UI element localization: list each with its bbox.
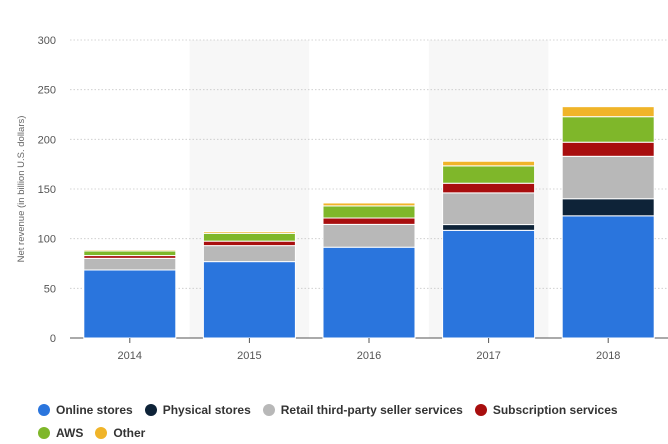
x-tick-label: 2017 (476, 350, 500, 362)
bar-segment-retail-third-party-seller-services-2017[interactable] (442, 192, 536, 226)
legend-dot-icon (95, 426, 108, 439)
x-tick-label: 2014 (118, 350, 142, 362)
x-tick-label: 2016 (357, 350, 381, 362)
legend-item-subscription-services[interactable]: Subscription services (474, 402, 618, 417)
bar-segment-retail-third-party-seller-services-2018[interactable] (561, 155, 655, 200)
legend-item-physical-stores[interactable]: Physical stores (144, 402, 251, 417)
bar-segment-retail-third-party-seller-services-2015[interactable] (202, 245, 296, 263)
legend-dot-icon (262, 403, 275, 416)
x-tick-label: 2015 (237, 350, 261, 362)
bar-segment-subscription-services-2017[interactable] (442, 182, 536, 194)
legend-label: Subscription services (492, 402, 618, 417)
bar-segment-other-2018[interactable] (561, 106, 655, 118)
x-axis-ticks: 2014 2015 2016 2017 2018 (118, 338, 620, 362)
bar-segment-aws-2016[interactable] (322, 205, 416, 219)
y-tick-label: 100 (38, 234, 56, 246)
bar-segment-online-stores-2017[interactable] (442, 229, 536, 339)
legend-label: Retail third-party seller services (280, 402, 463, 417)
bar-segment-retail-third-party-seller-services-2016[interactable] (322, 223, 416, 248)
bar-segment-aws-2014[interactable] (83, 250, 177, 257)
legend-item-online-stores[interactable]: Online stores (38, 403, 133, 417)
legend-dot-icon (38, 403, 50, 416)
bar-segment-physical-stores-2017[interactable] (442, 224, 536, 231)
y-tick-label: 250 (38, 85, 56, 97)
legend-row: AWS Other (38, 421, 668, 444)
x-tick-label: 2018 (596, 350, 620, 362)
y-axis-label: Net revenue (in billion U.S. dollars) (16, 116, 27, 263)
y-tick-label: 150 (38, 184, 56, 196)
bar-segment-aws-2015[interactable] (202, 232, 296, 242)
y-axis-ticks: 0 50 100 150 200 250 300 (38, 35, 56, 345)
bar-segment-retail-third-party-seller-services-2014[interactable] (83, 257, 177, 271)
legend-dot-icon (144, 403, 157, 416)
y-tick-label: 300 (38, 35, 56, 47)
bar-segment-online-stores-2015[interactable] (202, 261, 296, 339)
legend-item-retail-third-party-seller-services[interactable]: Retail third-party seller services (262, 402, 463, 417)
bar-segment-online-stores-2018[interactable] (561, 215, 655, 339)
bar-segment-other-2017[interactable] (442, 160, 536, 167)
legend-item-other[interactable]: Other (95, 426, 145, 440)
legend-item-aws[interactable]: AWS (38, 426, 83, 440)
bars (83, 106, 655, 339)
bar-segment-aws-2018[interactable] (561, 116, 655, 143)
legend-label: Other (113, 425, 146, 440)
bar-segment-online-stores-2016[interactable] (322, 246, 416, 339)
bar-segment-physical-stores-2018[interactable] (561, 198, 655, 217)
y-tick-label: 0 (50, 333, 56, 345)
bar-segment-subscription-services-2018[interactable] (561, 141, 655, 157)
legend-dot-icon (38, 426, 50, 439)
legend: Online stores Physical stores Retail third… (38, 398, 668, 444)
bar-segment-other-2016[interactable] (322, 202, 416, 207)
legend-label: AWS (56, 425, 84, 440)
y-tick-label: 200 (38, 134, 56, 146)
legend-dot-icon (474, 403, 487, 416)
bar-segment-aws-2017[interactable] (442, 165, 536, 184)
legend-label: Online stores (56, 402, 133, 417)
bar-segment-other-2014[interactable] (83, 249, 177, 252)
bar-segment-other-2015[interactable] (202, 231, 296, 234)
bar-segment-subscription-services-2015[interactable] (202, 240, 296, 247)
bar-segment-subscription-services-2016[interactable] (322, 217, 416, 225)
bar-segment-online-stores-2014[interactable] (83, 269, 177, 339)
legend-label: Physical stores (162, 402, 251, 417)
y-tick-label: 50 (44, 283, 56, 295)
legend-row: Online stores Physical stores Retail third… (38, 398, 668, 421)
